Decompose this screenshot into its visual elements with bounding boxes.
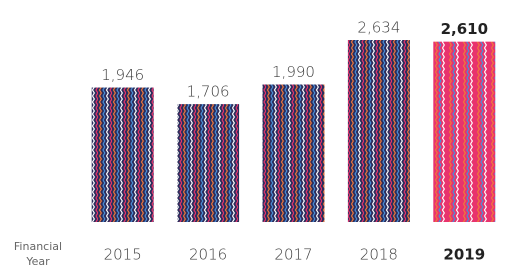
chart: FinancialYear 1,946 2015 1,706 2016 1,990 201…	[0, 0, 507, 273]
value-label: 1,946	[101, 66, 144, 84]
bar	[348, 40, 410, 222]
bar	[263, 84, 325, 222]
x-tick-label: 2018	[360, 246, 398, 264]
value-label: 2,634	[357, 19, 400, 37]
value-label: 1,706	[187, 83, 230, 101]
value-label: 1,990	[272, 63, 315, 81]
bar	[433, 42, 495, 222]
x-tick-label: 2017	[274, 246, 312, 264]
x-tick-label: 2016	[189, 246, 227, 264]
bar	[92, 88, 154, 222]
bar	[177, 104, 239, 222]
x-tick-label: 2019	[443, 246, 485, 264]
x-tick-label: 2015	[104, 246, 142, 264]
value-label: 2,610	[441, 20, 488, 38]
